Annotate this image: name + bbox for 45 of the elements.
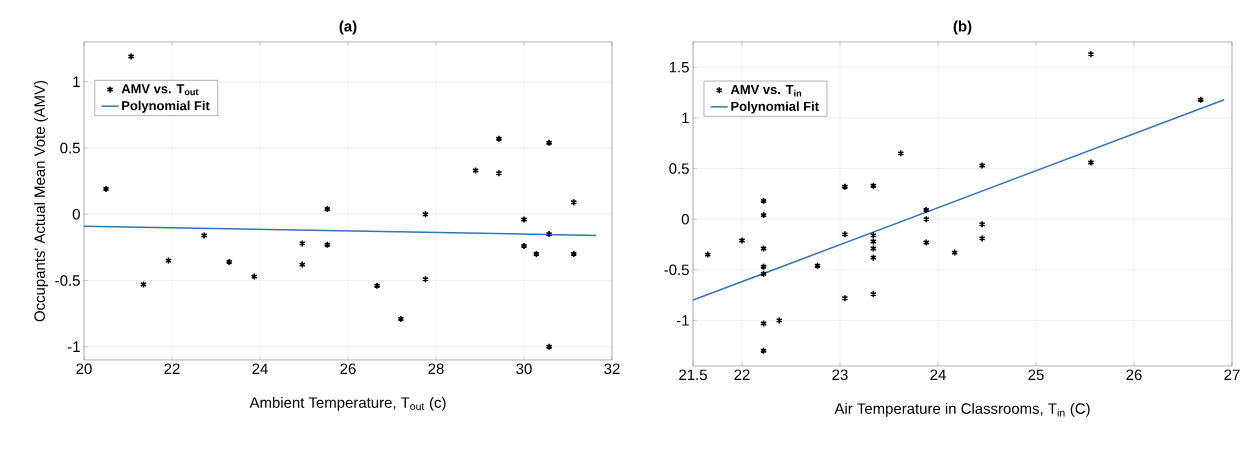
y-tick-label: 0.5 [669,163,689,174]
y-tick-label: 1.5 [669,62,689,73]
x-tick-label: 22 [734,369,750,380]
x-tick-label: 23 [832,369,848,381]
point [738,236,746,245]
x-tick-label: 30 [516,363,532,375]
point [1197,95,1205,104]
x-axis-title: Ambient Temperature, T$_{out}$ (c) [249,396,446,411]
x-tick-label: 25 [1028,369,1044,381]
point [520,215,528,224]
legend-label: Polynomial Fit [731,101,819,114]
x-tick-label: 21.5 [679,369,707,381]
point [922,238,930,247]
y-tick-label: 0 [72,208,80,220]
x-tick-label: 26 [1126,369,1142,381]
point [897,149,905,158]
y-axis-title: Occupants' Actual Mean Vote (AMV) [33,80,48,322]
point [102,185,110,193]
y-tick-label: 0.5 [60,142,80,154]
y-tick-label: 0 [681,213,689,225]
y-tick-label: -0.5 [55,275,80,286]
chart-title: (b) [953,20,972,35]
x-tick-label: 20 [76,363,92,375]
x-tick-label: 26 [340,363,356,375]
point [814,261,821,270]
y-tick-label: 1 [73,76,80,87]
x-axis-title: Air Temperature in Classrooms, T$_{in}$ (C) [834,402,1090,417]
point [922,215,930,223]
y-tick-label: 1 [682,112,689,124]
legend-label: AMV vs. T$_{out}$ [121,84,199,96]
point [922,206,930,214]
x-tick-label: 32 [604,363,620,375]
chart-title: (a) [339,20,357,35]
legend-label: AMV vs. T$_{in}$ [730,85,802,97]
y-tick-label: -1 [676,315,689,326]
y-tick-label: -0.5 [664,264,689,276]
point [704,250,712,259]
x-tick-label: 24 [252,363,268,374]
x-tick-label: 27 [1224,369,1240,380]
x-tick-label: 22 [164,363,180,374]
legend-label: Polynomial Fit [122,100,210,113]
x-tick-label: 24 [930,369,946,380]
x-tick-label: 28 [428,363,444,375]
y-tick-label: -1 [67,341,80,352]
point [520,242,528,250]
